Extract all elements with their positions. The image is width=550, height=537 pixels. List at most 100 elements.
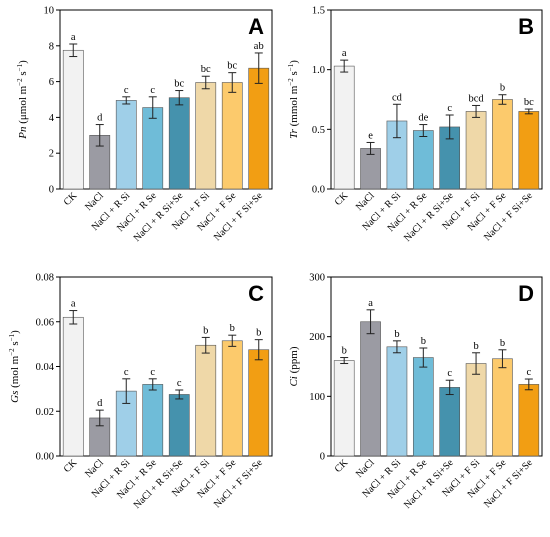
panel-letter: C bbox=[248, 281, 264, 306]
y-tick-label: 6 bbox=[49, 77, 54, 88]
bar bbox=[248, 349, 270, 457]
bar bbox=[62, 49, 84, 190]
x-category-label: CK bbox=[333, 190, 351, 208]
y-tick-label: 100 bbox=[309, 392, 325, 403]
bar bbox=[168, 97, 190, 190]
y-axis-label-part: Ci bbox=[288, 376, 300, 386]
y-axis-label-part: −2 bbox=[8, 348, 16, 356]
x-category-label: NaCl + F Si+Se bbox=[212, 457, 265, 510]
significance-label: c bbox=[447, 368, 452, 379]
bar bbox=[412, 357, 434, 457]
significance-label: bc bbox=[227, 61, 237, 72]
bar bbox=[62, 316, 84, 457]
chart-panel-c: 0.00 0.02 0.04 0.06 0.08 Gs (mol m−2 s−1) Ca CK… bbox=[8, 273, 273, 511]
significance-label: a bbox=[342, 48, 347, 59]
y-tick-label: 300 bbox=[309, 273, 325, 284]
bar bbox=[221, 82, 243, 190]
y-axis-label-part: (μmol m bbox=[17, 85, 29, 126]
significance-label: b bbox=[394, 329, 399, 340]
significance-label: cd bbox=[392, 92, 403, 103]
significance-label: c bbox=[124, 367, 129, 378]
bar bbox=[492, 99, 513, 190]
y-tick-label: 0 bbox=[49, 185, 54, 196]
y-axis-label-part: ) bbox=[17, 60, 29, 64]
bar bbox=[142, 384, 164, 457]
significance-label: b bbox=[500, 338, 505, 349]
bar bbox=[168, 394, 190, 457]
y-tick-label: 2 bbox=[49, 149, 54, 160]
significance-label: c bbox=[447, 103, 452, 114]
x-category-label: NaCl bbox=[354, 457, 377, 480]
y-axis-label-part: Gs bbox=[9, 391, 21, 403]
significance-label: de bbox=[418, 113, 428, 124]
y-axis-label: Gs (mol m−2 s−1) bbox=[8, 330, 21, 403]
significance-label: c bbox=[526, 367, 531, 378]
significance-label: a bbox=[368, 298, 373, 309]
y-tick-label: 10 bbox=[44, 6, 55, 17]
bar bbox=[333, 65, 355, 190]
bar bbox=[142, 107, 164, 190]
plot-frame bbox=[59, 9, 273, 190]
bar bbox=[386, 346, 408, 457]
bar bbox=[465, 363, 487, 457]
y-axis-label-part: s bbox=[288, 71, 300, 78]
plot-frame bbox=[330, 9, 543, 190]
significance-label: a bbox=[71, 299, 76, 310]
significance-label: bcd bbox=[468, 93, 484, 104]
significance-label: bc bbox=[201, 64, 211, 75]
y-axis-label: Pn (μmol m−2 s−1) bbox=[16, 60, 29, 140]
bar bbox=[248, 67, 270, 190]
y-axis-label: Ci (ppm) bbox=[288, 346, 300, 386]
significance-label: a bbox=[71, 32, 76, 43]
y-axis-label-part: s bbox=[9, 341, 21, 348]
x-category-label: CK bbox=[333, 457, 351, 475]
bar bbox=[518, 111, 540, 190]
bar bbox=[195, 344, 217, 457]
significance-label: b bbox=[473, 341, 478, 352]
chart-panel-a: 0 2 4 6 8 10 Pn (μmol m−2 s−1) Aa CK d NaCl c NaCl +… bbox=[16, 6, 273, 244]
significance-label: c bbox=[124, 85, 129, 96]
x-category-label: CK bbox=[62, 457, 80, 475]
significance-label: b bbox=[421, 336, 426, 347]
significance-label: e bbox=[368, 130, 373, 141]
x-category-label: CK bbox=[62, 190, 80, 208]
significance-label: b bbox=[203, 325, 208, 336]
significance-label: ab bbox=[254, 41, 264, 52]
y-tick-label: 0.08 bbox=[36, 273, 54, 284]
y-tick-label: 0.5 bbox=[312, 125, 325, 136]
bar bbox=[465, 111, 487, 190]
y-axis-label-part: −1 bbox=[8, 333, 16, 341]
chart-panel-b: 0.00.51.01.5Tr (mmol m−2 s−1)BaCKeNaClcd… bbox=[287, 6, 543, 244]
y-axis-label-part: Tr bbox=[288, 128, 300, 139]
bar bbox=[115, 100, 137, 190]
y-axis-label-part: ) bbox=[288, 60, 300, 64]
significance-label: b bbox=[500, 83, 505, 94]
y-axis-label-part: s bbox=[17, 71, 29, 78]
bar bbox=[492, 358, 513, 457]
bar bbox=[518, 384, 540, 457]
bar bbox=[221, 340, 243, 457]
significance-label: b bbox=[256, 328, 261, 339]
panel-letter: A bbox=[248, 14, 264, 39]
y-tick-label: 0.06 bbox=[36, 317, 54, 328]
y-axis-label-part: −2 bbox=[287, 78, 295, 86]
y-axis-label-part: Pn bbox=[17, 126, 29, 140]
significance-label: d bbox=[97, 113, 103, 124]
y-tick-label: 0 bbox=[320, 452, 325, 463]
y-tick-label: 1.5 bbox=[312, 6, 325, 17]
significance-label: c bbox=[150, 367, 155, 378]
x-category-label: NaCl bbox=[83, 457, 106, 480]
y-axis-label-part: (ppm) bbox=[288, 346, 300, 376]
y-tick-label: 4 bbox=[49, 113, 55, 124]
y-axis-label-part: −1 bbox=[16, 63, 24, 71]
significance-label: b bbox=[342, 346, 347, 357]
panel-letter: B bbox=[518, 14, 534, 39]
significance-label: d bbox=[97, 398, 103, 409]
bar bbox=[360, 321, 381, 457]
bar bbox=[333, 360, 355, 457]
y-axis-label-part: (mmol m bbox=[288, 85, 300, 129]
y-tick-label: 200 bbox=[309, 332, 325, 343]
significance-label: bc bbox=[524, 97, 534, 108]
y-tick-label: 0.0 bbox=[312, 185, 325, 196]
